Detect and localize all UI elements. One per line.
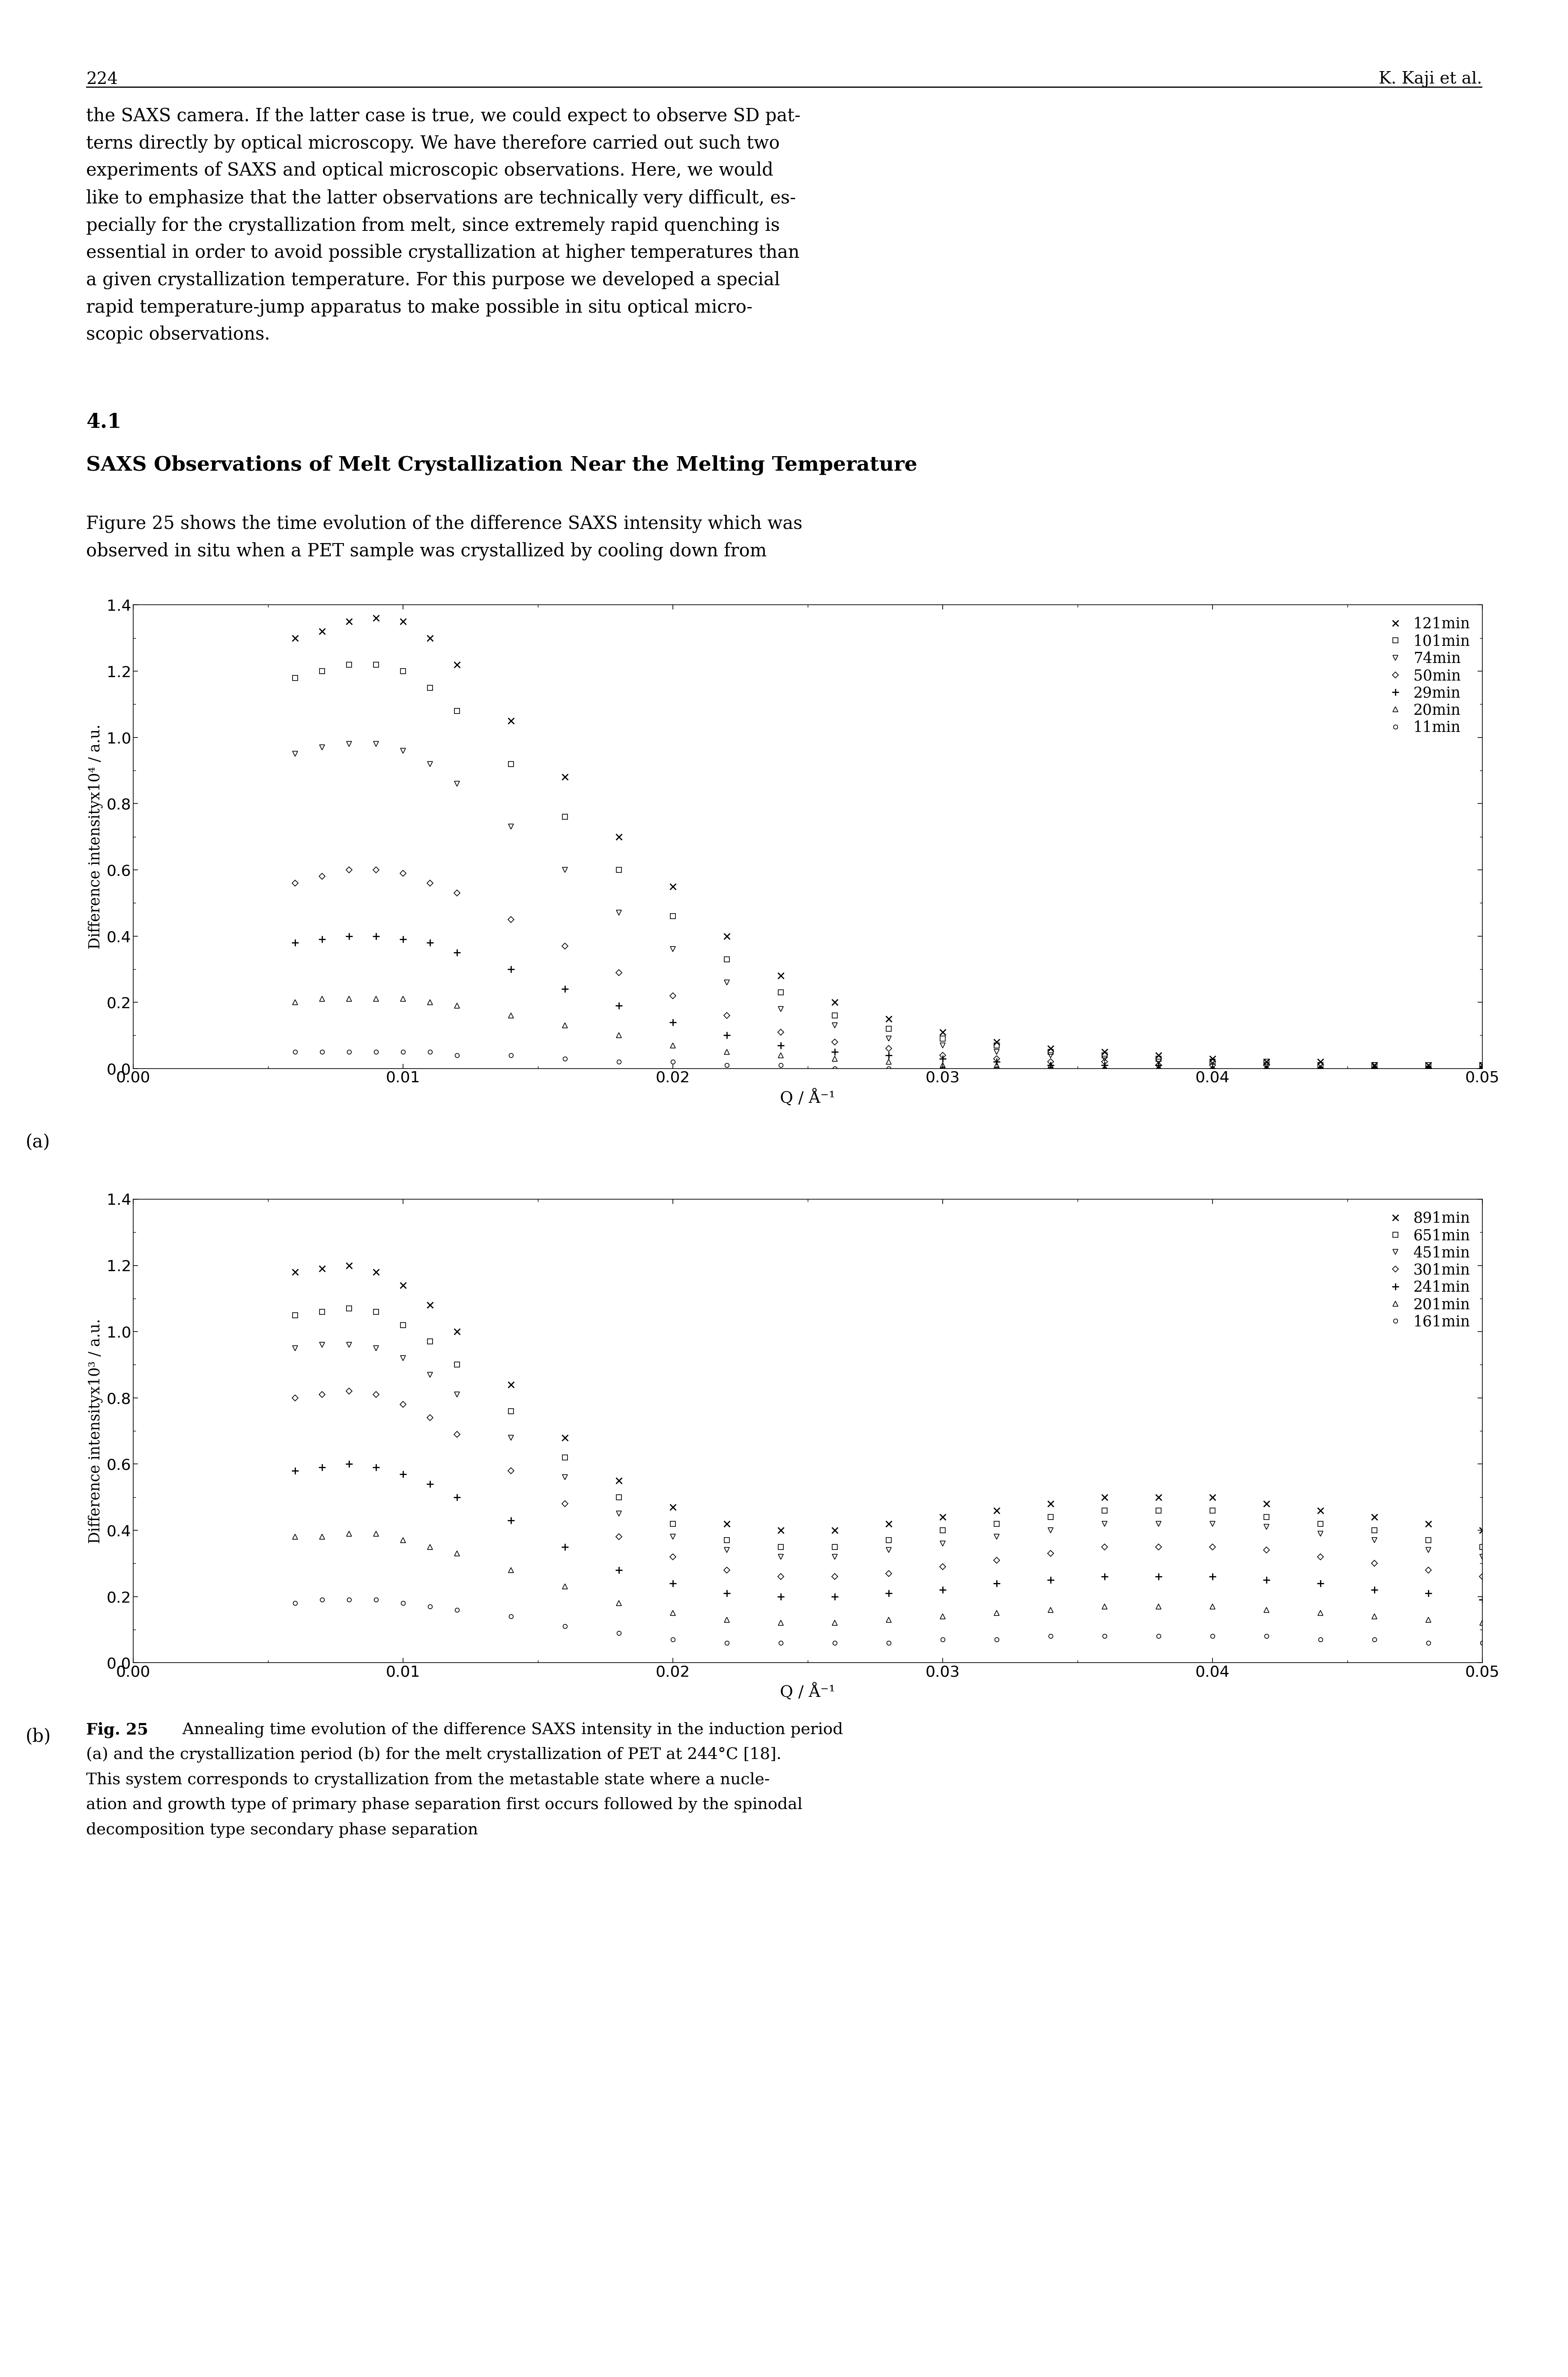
Text: (b): (b): [25, 1728, 50, 1745]
Text: scopic observations.: scopic observations.: [86, 326, 270, 345]
Text: experiments of SAXS and optical microscopic observations. Here, we would: experiments of SAXS and optical microsco…: [86, 162, 773, 181]
Text: Annealing time evolution of the difference SAXS intensity in the induction perio: Annealing time evolution of the differen…: [177, 1723, 842, 1738]
Text: This system corresponds to crystallization from the metastable state where a nuc: This system corresponds to crystallizati…: [86, 1773, 770, 1788]
Legend: 121min, 101min, 74min, 50min, 29min, 20min, 11min: 121min, 101min, 74min, 50min, 29min, 20m…: [1381, 613, 1474, 739]
X-axis label: Q / Å⁻¹: Q / Å⁻¹: [779, 1089, 836, 1105]
Text: Figure 25 shows the time evolution of the difference SAXS intensity which was: Figure 25 shows the time evolution of th…: [86, 516, 803, 532]
Text: SAXS Observations of Melt Crystallization Near the Melting Temperature: SAXS Observations of Melt Crystallizatio…: [86, 456, 917, 475]
Y-axis label: Difference intensityx10³ / a.u.: Difference intensityx10³ / a.u.: [88, 1319, 103, 1543]
Text: (a) and the crystallization period (b) for the melt crystallization of PET at 24: (a) and the crystallization period (b) f…: [86, 1747, 781, 1764]
Text: 4.1: 4.1: [86, 414, 121, 433]
Text: ation and growth type of primary phase separation first occurs followed by the s: ation and growth type of primary phase s…: [86, 1797, 803, 1814]
X-axis label: Q / Å⁻¹: Q / Å⁻¹: [779, 1683, 836, 1700]
Text: observed in situ when a PET sample was crystallized by cooling down from: observed in situ when a PET sample was c…: [86, 542, 767, 561]
Text: rapid temperature-jump apparatus to make possible in situ optical micro-: rapid temperature-jump apparatus to make…: [86, 300, 753, 316]
Text: a given crystallization temperature. For this purpose we developed a special: a given crystallization temperature. For…: [86, 271, 779, 290]
Text: decomposition type secondary phase separation: decomposition type secondary phase separ…: [86, 1823, 478, 1837]
Text: (a): (a): [25, 1134, 50, 1150]
Y-axis label: Difference intensityx10⁴ / a.u.: Difference intensityx10⁴ / a.u.: [88, 725, 103, 948]
Text: K. Kaji et al.: K. Kaji et al.: [1378, 71, 1482, 88]
Text: terns directly by optical microscopy. We have therefore carried out such two: terns directly by optical microscopy. We…: [86, 133, 779, 152]
Text: 224: 224: [86, 71, 118, 88]
Text: like to emphasize that the latter observations are technically very difficult, e: like to emphasize that the latter observ…: [86, 190, 797, 207]
Text: pecially for the crystallization from melt, since extremely rapid quenching is: pecially for the crystallization from me…: [86, 216, 779, 235]
Text: Fig. 25: Fig. 25: [86, 1723, 149, 1738]
Legend: 891min, 651min, 451min, 301min, 241min, 201min, 161min: 891min, 651min, 451min, 301min, 241min, …: [1381, 1208, 1474, 1333]
Text: essential in order to avoid possible crystallization at higher temperatures than: essential in order to avoid possible cry…: [86, 245, 800, 261]
Text: the SAXS camera. If the latter case is true, we could expect to observe SD pat-: the SAXS camera. If the latter case is t…: [86, 107, 801, 126]
